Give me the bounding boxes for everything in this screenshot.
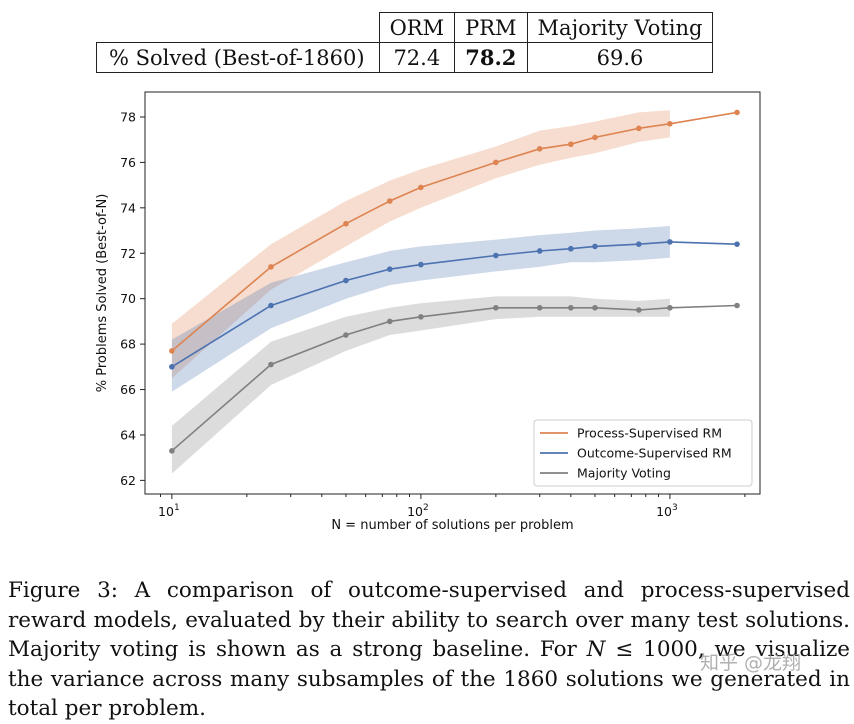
x-tick-label: 103 (656, 503, 678, 519)
table-row: % Solved (Best-of-1860) 72.4 78.2 69.6 (96, 42, 714, 73)
majority-votingdata-point (636, 307, 642, 313)
row-label: % Solved (Best-of-1860) (96, 42, 380, 73)
y-tick-label: 72 (120, 246, 136, 261)
process-supervised-rmdata-point (592, 134, 598, 141)
process-supervised-rmdata-point (568, 141, 574, 148)
header-majority-voting: Majority Voting (526, 12, 714, 43)
outcome-supervised-rmdata-point (568, 245, 574, 252)
caption-math-var: N (586, 637, 606, 662)
majority-votingvariance-band (171, 296, 670, 474)
legend-label: Process-Supervised RM (577, 426, 722, 441)
outcome-supervised-rmvariance-band (171, 226, 670, 392)
outcome-supervised-rmdata-point (268, 302, 274, 309)
process-supervised-rmdata-point (343, 220, 349, 227)
outcome-supervised-rmdata-point (493, 252, 499, 259)
outcome-supervised-rmdata-point (636, 241, 642, 247)
legend-label: Outcome-Supervised RM (577, 446, 732, 461)
process-supervised-rmdata-point (734, 109, 740, 116)
majority-votingdata-point (386, 318, 393, 325)
outcome-supervised-rmseries-line (171, 241, 738, 368)
legend-box (533, 419, 753, 487)
caption-math-rel: ≤ 1000 (615, 637, 698, 662)
x-axis-label: N = number of solutions per problem (331, 518, 573, 533)
legend-label: Majority Voting (577, 466, 671, 481)
process-supervised-rmdata-point (493, 159, 499, 166)
outcome-supervised-rmdata-point (536, 248, 543, 254)
value-prm: 78.2 (454, 42, 528, 73)
majority-votingdata-point (343, 332, 349, 338)
outcome-supervised-rmdata-point (169, 364, 175, 370)
outcome-supervised-rmdata-point (734, 241, 740, 247)
process-supervised-rmdata-point (636, 125, 642, 132)
process-supervised-rmvariance-band (171, 110, 670, 379)
x-tick-label: 102 (407, 503, 429, 519)
header-orm: ORM (378, 12, 456, 43)
x-tick-label: 101 (158, 503, 180, 519)
majority-votingdata-point (667, 304, 673, 311)
y-tick-label: 70 (120, 291, 136, 306)
caption-label: Figure 3: (8, 578, 118, 603)
majority-votingdata-point (418, 314, 424, 320)
caption-text-2: , we visualize the variance across many … (8, 637, 850, 721)
majority-votingseries-line (171, 304, 738, 452)
majority-votingdata-point (169, 448, 175, 454)
process-supervised-rmdata-point (386, 198, 393, 204)
y-tick-label: 68 (120, 337, 136, 352)
majority-votingdata-point (734, 302, 740, 309)
process-supervised-rmseries-line (171, 111, 738, 352)
y-tick-label: 76 (120, 155, 136, 170)
value-orm: 72.4 (378, 42, 456, 73)
majority-votingdata-point (592, 304, 598, 311)
best-of-n-chart: 62 64 66 68 70 72 74 76 78 101 102 103 Process-Supe… (95, 91, 761, 533)
watermark: 知乎 @龙翔 (700, 652, 802, 674)
process-supervised-rmdata-point (667, 120, 673, 127)
y-tick-label: 74 (120, 200, 136, 215)
majority-votingdata-point (493, 304, 499, 311)
outcome-supervised-rmdata-point (592, 243, 598, 250)
process-supervised-rmdata-point (169, 348, 175, 354)
majority-votingdata-point (268, 361, 274, 368)
y-tick-label: 64 (120, 427, 136, 442)
caption-text-1: A comparison of outcome-supervised and p… (8, 578, 850, 662)
table-corner-cell (96, 12, 380, 43)
y-tick-label: 62 (120, 473, 136, 488)
value-majority-voting: 69.6 (526, 42, 714, 73)
y-tick-label: 78 (120, 109, 136, 124)
outcome-supervised-rmdata-point (418, 261, 424, 268)
process-supervised-rmdata-point (536, 145, 543, 152)
header-prm: PRM (454, 12, 528, 43)
outcome-supervised-rmdata-point (667, 239, 673, 245)
y-axis-label: % Problems Solved (Best-of-N) (95, 194, 110, 393)
plot-frame (144, 91, 761, 495)
results-table: ORM PRM Majority Voting % Solved (Best-o… (96, 12, 714, 73)
outcome-supervised-rmdata-point (386, 266, 393, 272)
table-header-row: ORM PRM Majority Voting (96, 12, 714, 43)
outcome-supervised-rmdata-point (343, 277, 349, 284)
figure-caption: Figure 3: A comparison of outcome-superv… (8, 576, 850, 724)
process-supervised-rmdata-point (268, 264, 274, 270)
process-supervised-rmdata-point (418, 184, 424, 191)
y-tick-label: 66 (120, 382, 136, 397)
majority-votingdata-point (568, 304, 574, 311)
majority-votingdata-point (536, 304, 543, 311)
